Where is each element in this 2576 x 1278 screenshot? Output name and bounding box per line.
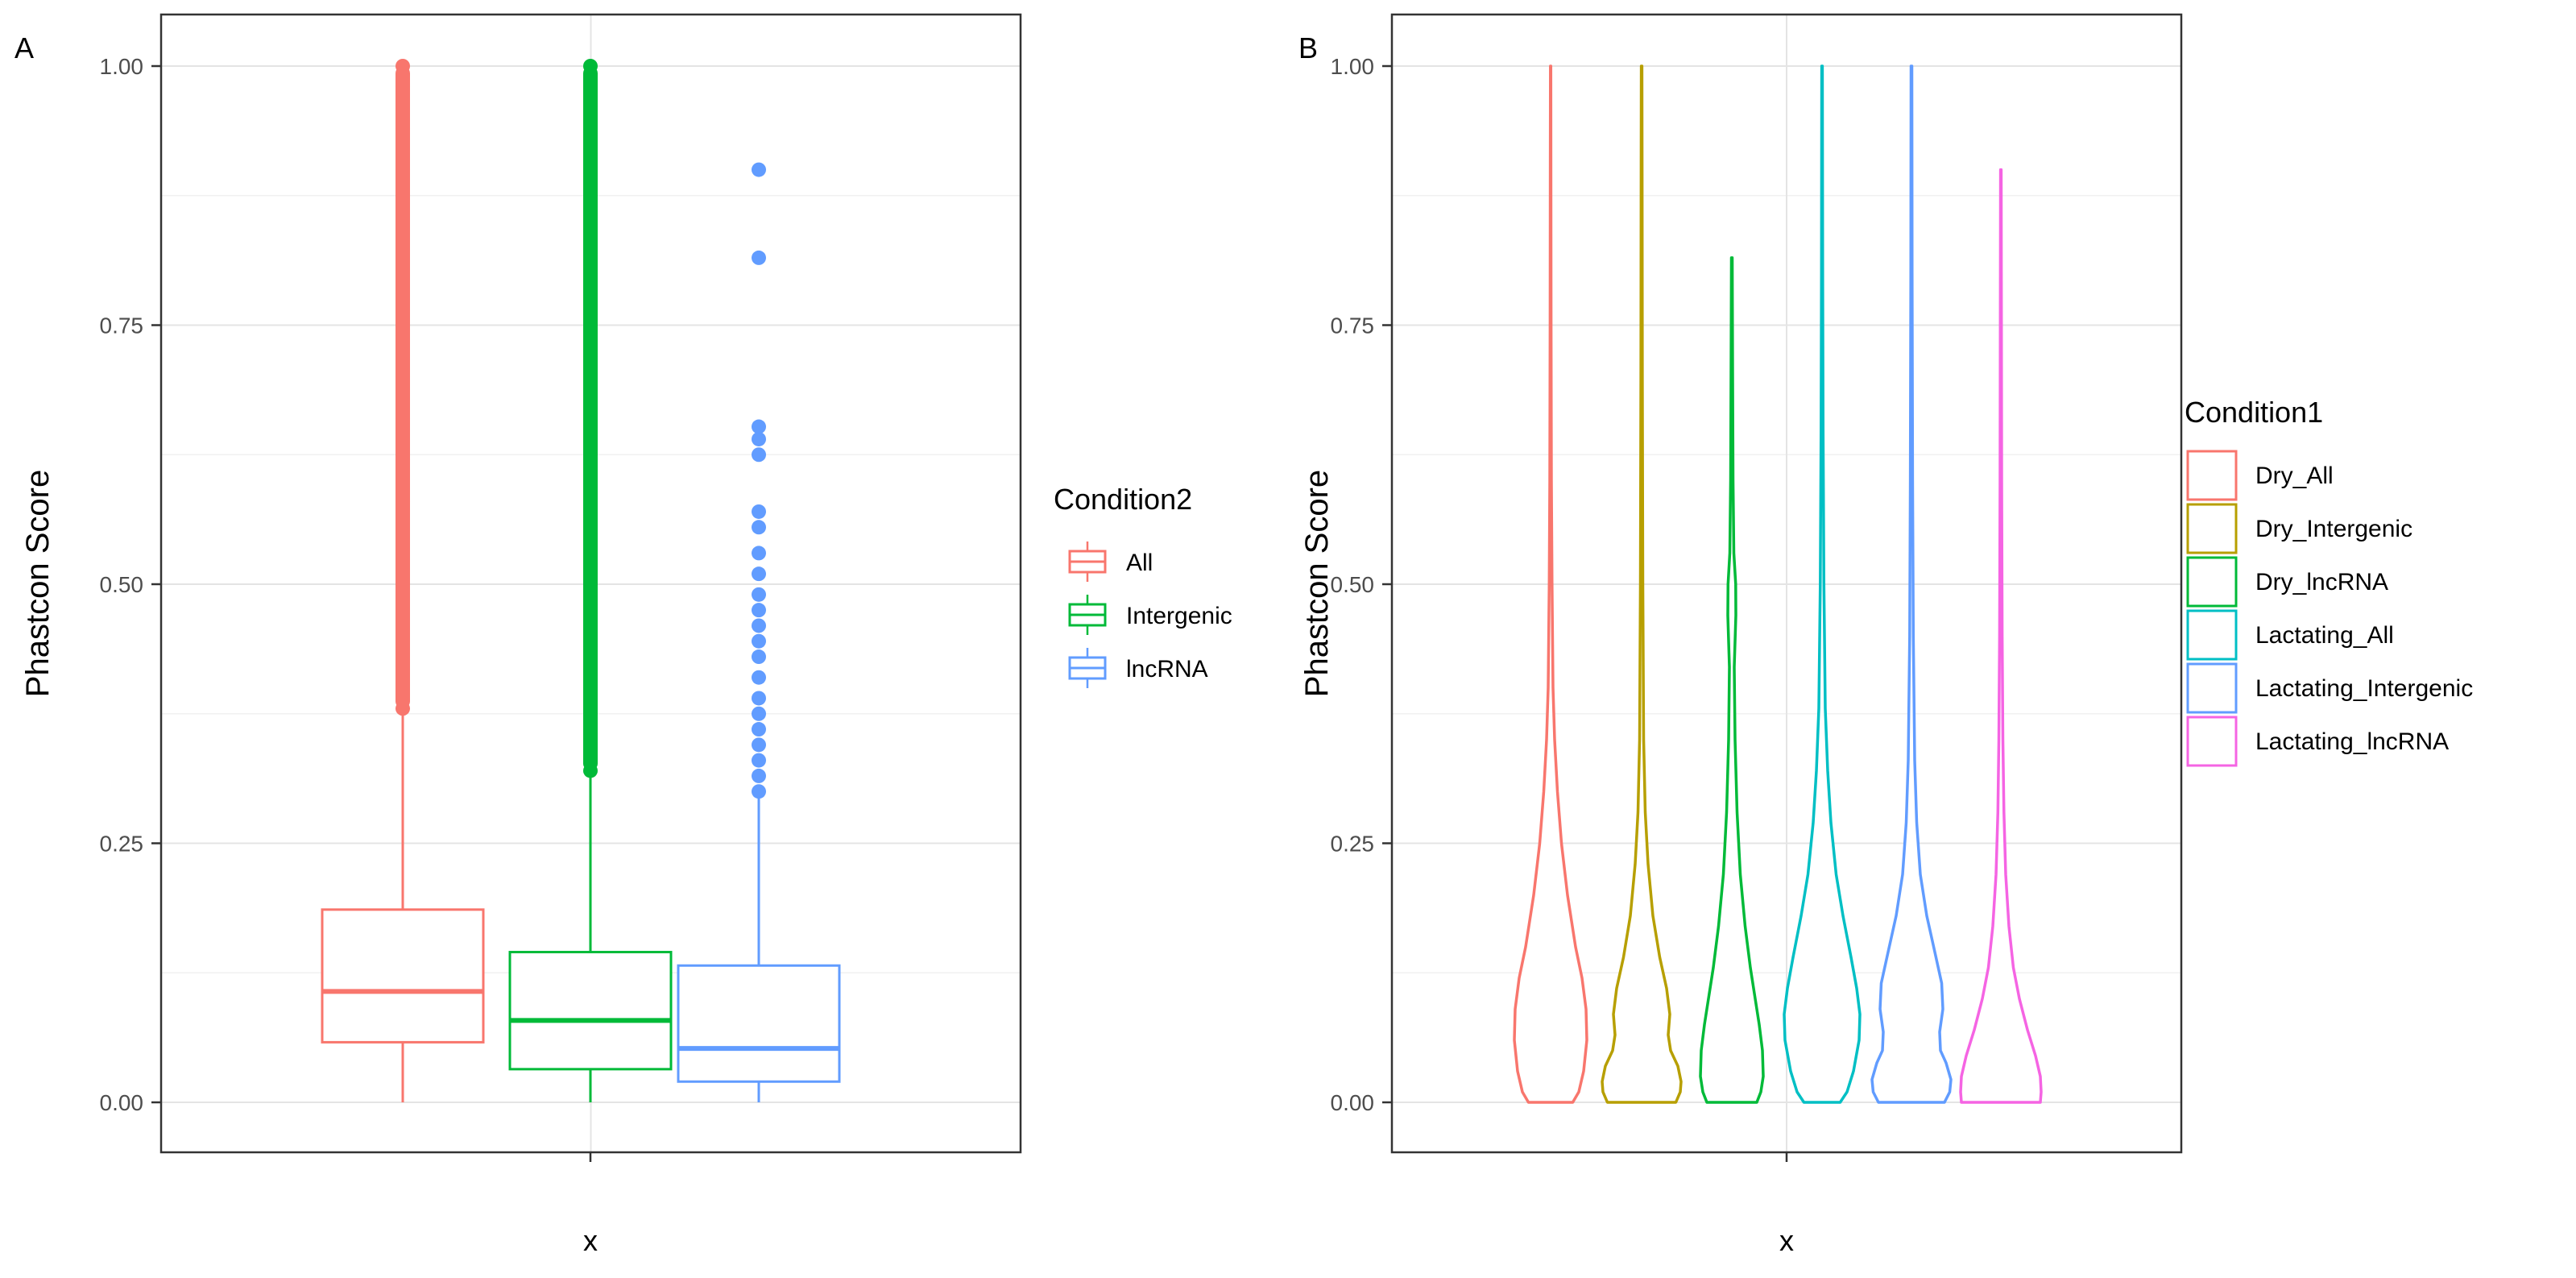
y-tick-label: 0.00 bbox=[1331, 1090, 1375, 1115]
outlier-point bbox=[752, 649, 766, 665]
legend-label: All bbox=[1126, 550, 1153, 576]
legend-key-lactating_intergenic bbox=[2186, 662, 2238, 714]
outlier-point bbox=[752, 504, 766, 519]
legend-key-all bbox=[1068, 541, 1107, 582]
outlier-point bbox=[752, 603, 766, 618]
legend-label: Dry_All bbox=[2255, 463, 2334, 489]
violin-lactating_all bbox=[1783, 64, 1862, 1104]
outlier-point bbox=[752, 587, 766, 602]
violin-lactating_lncrna bbox=[1959, 168, 2043, 1104]
outlier-point bbox=[752, 431, 766, 446]
legend-key-dry_lncrna bbox=[2186, 556, 2238, 608]
legend-label: Intergenic bbox=[1126, 603, 1232, 629]
boxplot-marks bbox=[321, 59, 841, 1102]
x-axis-label: x bbox=[1779, 1224, 1794, 1257]
panel-b-violin: B 0.000.250.500.751.00 x Phastcon Score … bbox=[1298, 13, 2473, 1257]
y-tick-label: 0.75 bbox=[100, 313, 144, 338]
y-tick-label: 0.75 bbox=[1331, 313, 1375, 338]
legend-key-intergenic bbox=[1068, 595, 1107, 635]
y-tick-label: 0.50 bbox=[1331, 572, 1375, 597]
y-axis-ticks: 0.00 0.25 0.50 0.75 1.00 bbox=[100, 54, 161, 1115]
outlier-point bbox=[752, 520, 766, 535]
legend-label: Lactating_Intergenic bbox=[2255, 675, 2473, 702]
legend-key-dry_intergenic bbox=[2186, 503, 2238, 554]
legend-label: Lactating_lncRNA bbox=[2255, 728, 2449, 755]
panel-label: B bbox=[1298, 31, 1318, 64]
panel-a-boxplot: A 0.000.250.500.751.00 x Phastcon Score … bbox=[14, 13, 1232, 1257]
legend-key-lactating_all bbox=[2186, 609, 2238, 661]
outlier-point bbox=[752, 162, 766, 177]
grid-lines bbox=[1392, 15, 2181, 1152]
outlier-point bbox=[752, 546, 766, 561]
outlier-point bbox=[752, 250, 766, 265]
y-tick-label: 0.25 bbox=[100, 832, 144, 857]
box-all bbox=[321, 59, 485, 1102]
outlier-point bbox=[752, 633, 766, 649]
legend: Condition1 Dry_All Dry_Intergenic Dry_lncRN… bbox=[2185, 396, 2473, 767]
outlier-point bbox=[752, 618, 766, 633]
outlier-point bbox=[752, 419, 766, 434]
box-body bbox=[321, 908, 485, 1044]
outlier-cluster bbox=[583, 66, 598, 771]
y-axis-label: Phastcon Score bbox=[1299, 470, 1335, 697]
y-axis-label: Phastcon Score bbox=[20, 470, 56, 697]
y-axis-ticks: 0.00 0.25 0.50 0.75 1.00 bbox=[1331, 54, 1392, 1115]
violin-dry_all bbox=[1513, 64, 1588, 1104]
legend-label: Dry_Intergenic bbox=[2255, 516, 2412, 542]
outlier-point bbox=[752, 566, 766, 582]
violin-dry_lncrna bbox=[1699, 256, 1765, 1104]
x-axis-label: x bbox=[583, 1224, 598, 1257]
legend-key-lncrna bbox=[1068, 648, 1107, 688]
violin-dry_intergenic bbox=[1601, 64, 1683, 1104]
outlier-point bbox=[752, 670, 766, 685]
legend-title: Condition1 bbox=[2185, 396, 2323, 429]
outlier-point bbox=[752, 737, 766, 753]
legend-label: lncRNA bbox=[1126, 656, 1208, 683]
legend: Condition2 All Intergenic lncRNA bbox=[1054, 483, 1232, 688]
box-lncrna bbox=[677, 162, 841, 1102]
box-body bbox=[677, 964, 841, 1083]
outlier-point bbox=[752, 691, 766, 706]
legend-label: Lactating_All bbox=[2255, 622, 2394, 649]
y-tick-label: 1.00 bbox=[1331, 54, 1375, 79]
outlier-point bbox=[752, 768, 766, 783]
outlier-point bbox=[752, 784, 766, 799]
outlier-point bbox=[752, 706, 766, 721]
violin-marks bbox=[1513, 64, 2043, 1104]
y-tick-label: 1.00 bbox=[100, 54, 144, 79]
legend-key-lactating_lncrna bbox=[2186, 716, 2238, 767]
box-body bbox=[508, 951, 673, 1071]
y-tick-label: 0.50 bbox=[100, 572, 144, 597]
y-tick-label: 0.25 bbox=[1331, 832, 1375, 857]
legend-key-dry_all bbox=[2186, 450, 2238, 501]
outlier-point bbox=[752, 447, 766, 463]
legend-title: Condition2 bbox=[1054, 483, 1192, 516]
box-intergenic bbox=[508, 59, 673, 1102]
outlier-point bbox=[752, 753, 766, 768]
violin-lactating_intergenic bbox=[1870, 64, 1953, 1104]
legend-label: Dry_lncRNA bbox=[2255, 569, 2388, 595]
y-tick-label: 0.00 bbox=[100, 1090, 144, 1115]
outlier-point bbox=[752, 722, 766, 737]
outlier-cluster bbox=[396, 66, 410, 709]
panel-label: A bbox=[14, 31, 34, 64]
